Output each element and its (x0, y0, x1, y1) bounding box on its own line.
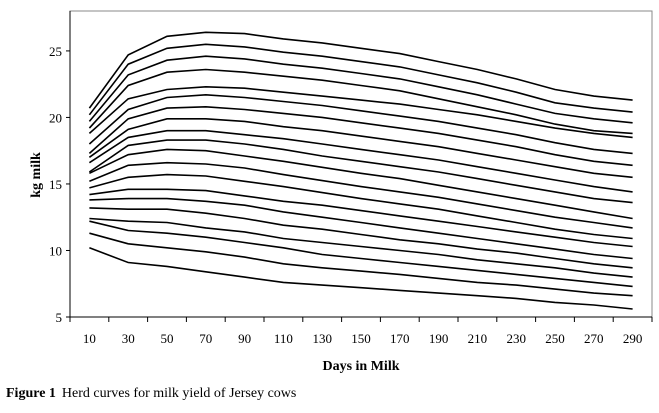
series-line-16 (89, 207, 633, 269)
series-line-1 (88, 31, 633, 109)
x-tick-label: 90 (238, 331, 251, 346)
x-tick-label: 270 (584, 331, 604, 346)
series-line-17 (89, 217, 633, 278)
series-line-20 (89, 247, 633, 310)
x-tick-label: 230 (506, 331, 526, 346)
x-tick-label: 290 (623, 331, 643, 346)
series-line-19 (89, 232, 633, 297)
x-tick-label: 70 (199, 331, 212, 346)
series-line-11 (89, 148, 633, 220)
x-tick-label: 250 (545, 331, 565, 346)
y-tick-label: 25 (49, 44, 62, 59)
series-line-18 (89, 220, 633, 288)
x-tick-label: 190 (429, 331, 449, 346)
x-axis-title: Days in Milk (322, 359, 399, 374)
series-line-15 (89, 197, 633, 260)
y-tick-label: 5 (56, 310, 63, 325)
series-line-6 (88, 93, 633, 155)
x-tick-label: 50 (161, 331, 174, 346)
line-chart: 10 30 50 70 90 110 130 150 170 190 210 230 250 270 290… (29, 10, 653, 374)
x-tick-label: 10 (83, 331, 96, 346)
series-line-9 (88, 129, 633, 193)
y-tick-label: 20 (49, 110, 62, 125)
y-tick-label: 10 (49, 243, 62, 258)
series-line-14 (89, 188, 633, 248)
x-tick-label: 30 (122, 331, 135, 346)
series-line-8 (88, 118, 633, 179)
y-tick-label: 15 (49, 177, 62, 192)
x-tick-label: 210 (468, 331, 488, 346)
x-tick-label: 170 (390, 331, 410, 346)
series-line-5 (88, 85, 633, 139)
series-line-13 (89, 173, 633, 240)
series-line-3 (88, 55, 633, 124)
x-tick-label: 110 (274, 331, 293, 346)
series-line-2 (88, 43, 633, 116)
figure-label: Figure 1 (6, 386, 56, 401)
series-line-4 (88, 68, 633, 135)
series-line-7 (88, 105, 633, 167)
figure-caption-text: Herd curves for milk yield of Jersey cow… (61, 386, 297, 401)
figure-caption: Figure 1 Herd curves for milk yield of Je… (6, 386, 296, 402)
series-line-10 (88, 139, 633, 204)
series-line-12 (89, 161, 633, 229)
y-axis-title: kg milk (29, 152, 44, 198)
x-tick-label: 130 (312, 331, 332, 346)
x-tick-label: 150 (351, 331, 371, 346)
